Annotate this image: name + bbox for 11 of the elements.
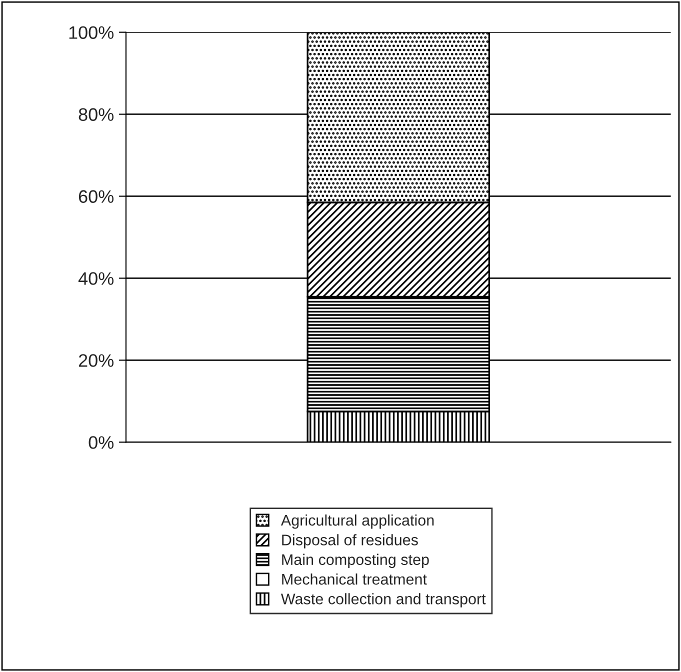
legend-label: Main composting step xyxy=(282,554,429,568)
y-tick-label: 40% xyxy=(78,272,114,285)
y-tick-label: 100% xyxy=(69,26,114,39)
legend-label: Waste collection and transport xyxy=(280,593,486,608)
legend-label: Agricultural application xyxy=(280,514,434,529)
y-tick-label: 80% xyxy=(78,108,114,121)
legend-label: Mechanical treatment xyxy=(282,573,427,585)
legend-label: Disposal of residues xyxy=(282,534,418,548)
y-tick-label: 20% xyxy=(78,354,114,367)
y-tick-label: 0% xyxy=(88,436,114,449)
y-tick-label: 60% xyxy=(78,190,114,203)
